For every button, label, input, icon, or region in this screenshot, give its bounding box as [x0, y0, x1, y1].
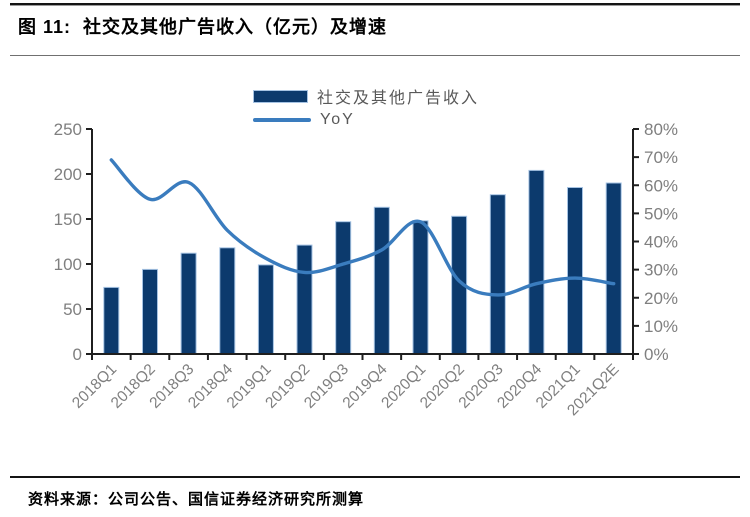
legend-item-yoy: YoY: [253, 111, 479, 129]
left-axis-label: 100: [54, 255, 82, 274]
yoy-line: [109, 158, 616, 297]
bar-2019Q3: [335, 221, 352, 355]
bar-2018Q3: [180, 252, 197, 355]
right-axis-label: 0%: [644, 345, 669, 364]
top-divider: [10, 3, 740, 6]
right-axis-label: 70%: [644, 148, 678, 167]
left-axis-label: 0: [73, 345, 82, 364]
right-axis-label: 40%: [644, 233, 678, 252]
legend-item-revenue: 社交及其他广告收入: [253, 87, 480, 107]
bar-2020Q3: [489, 194, 506, 355]
axes-frame: [91, 129, 634, 355]
right-axis-label: 60%: [644, 176, 678, 195]
chart-legend: 社交及其他广告收入 YoY: [253, 87, 479, 129]
bar-2019Q1: [257, 264, 274, 355]
figure-title: 图 11: 社交及其他广告收入（亿元）及增速: [18, 17, 388, 37]
right-axis-label: 30%: [644, 261, 678, 280]
legend-label-yoy: YoY: [320, 111, 355, 128]
bar-2021Q2E: [605, 182, 622, 355]
right-axis-label: 80%: [644, 120, 678, 139]
left-axis-label: 250: [54, 120, 82, 139]
left-axis-label: 50: [63, 300, 82, 319]
right-axis-label: 20%: [644, 289, 678, 308]
right-axis-label: 10%: [644, 317, 678, 336]
source-note: 资料来源：公司公告、国信证券经济研究所测算: [28, 491, 365, 508]
left-axis-label: 200: [54, 165, 82, 184]
legend-label-revenue: 社交及其他广告收入: [317, 90, 480, 107]
bar-2020Q1: [412, 220, 429, 355]
bar-2018Q2: [142, 268, 158, 355]
bar-2020Q4: [528, 169, 545, 355]
bar-2018Q4: [219, 247, 236, 355]
footer-divider: [10, 476, 740, 478]
bar-2018Q1: [103, 286, 120, 355]
right-axis-label: 50%: [644, 204, 678, 223]
yoy-line-swatch-icon: [253, 118, 311, 122]
bar-2021Q1: [567, 187, 583, 355]
title-divider: [10, 55, 740, 56]
left-axis-label: 150: [54, 210, 82, 229]
bar-2019Q4: [373, 206, 390, 355]
revenue-bar-swatch-icon: [253, 89, 308, 103]
bar-2019Q2: [296, 244, 313, 355]
